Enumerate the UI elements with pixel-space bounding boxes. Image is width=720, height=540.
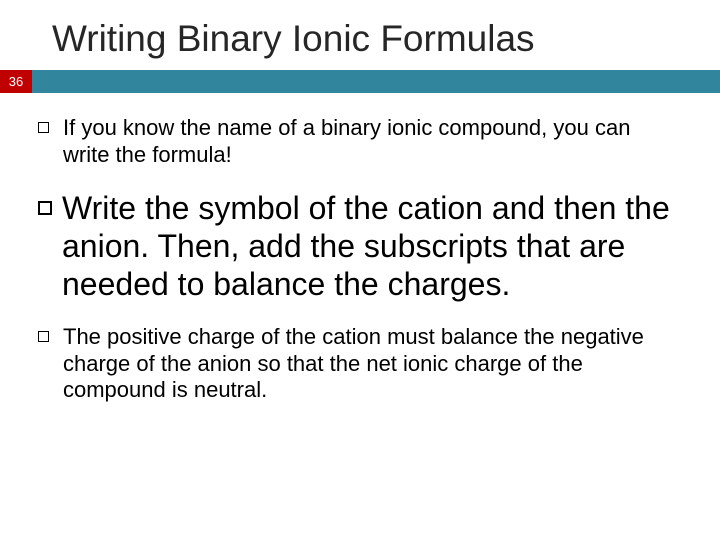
list-item: The positive charge of the cation must b… — [38, 324, 682, 404]
bullet-text: The positive charge of the cation must b… — [63, 324, 682, 404]
page-number: 36 — [0, 70, 32, 93]
square-bullet-icon — [38, 201, 52, 215]
slide: Writing Binary Ionic Formulas 36 If you … — [0, 0, 720, 540]
content-area: If you know the name of a binary ionic c… — [0, 93, 720, 404]
accent-bar: 36 — [0, 70, 720, 93]
slide-title: Writing Binary Ionic Formulas — [0, 0, 720, 70]
list-item: Write the symbol of the cation and then … — [38, 189, 682, 304]
square-bullet-icon — [38, 122, 49, 133]
list-item: If you know the name of a binary ionic c… — [38, 115, 682, 169]
bullet-text: If you know the name of a binary ionic c… — [63, 115, 682, 169]
square-bullet-icon — [38, 331, 49, 342]
bullet-text: Write the symbol of the cation and then … — [62, 189, 682, 304]
